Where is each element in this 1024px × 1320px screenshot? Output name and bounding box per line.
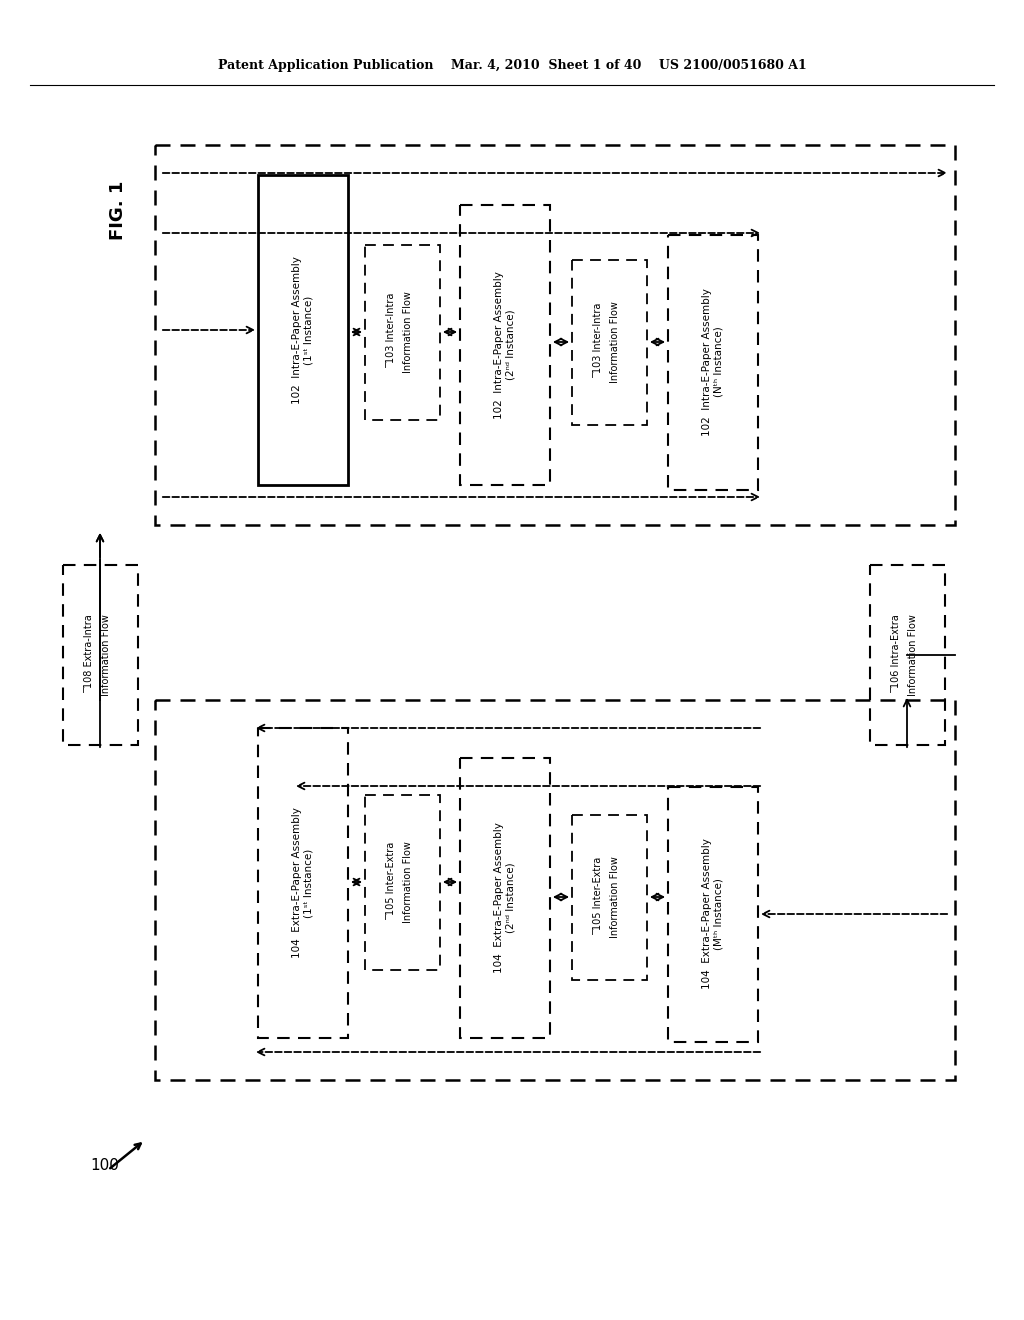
Bar xyxy=(668,787,758,1041)
Bar xyxy=(155,145,955,525)
Bar xyxy=(365,246,440,420)
Bar xyxy=(258,176,348,484)
Bar xyxy=(63,565,138,744)
Bar xyxy=(365,795,440,970)
Bar xyxy=(258,729,348,1038)
Text: ̅105 Inter-Extra
Information Flow: ̅105 Inter-Extra Information Flow xyxy=(391,841,413,923)
Text: FIG. 1: FIG. 1 xyxy=(109,181,127,240)
Bar xyxy=(460,758,550,1038)
Text: ̅103 Inter-Intra
Information Flow: ̅103 Inter-Intra Information Flow xyxy=(391,292,413,374)
Text: 102  Intra-E-Paper Assembly
(Nᵗʰ Instance): 102 Intra-E-Paper Assembly (Nᵗʰ Instance… xyxy=(702,288,724,436)
Text: 102  Intra-E-Paper Assembly
(2ⁿᵈ Instance): 102 Intra-E-Paper Assembly (2ⁿᵈ Instance… xyxy=(495,271,516,418)
Bar xyxy=(460,205,550,484)
Text: 100: 100 xyxy=(90,1158,120,1172)
Text: 104  Extra-E-Paper Assembly
(2ⁿᵈ Instance): 104 Extra-E-Paper Assembly (2ⁿᵈ Instance… xyxy=(495,822,516,973)
Text: ̅108 Extra-Intra
Information Flow: ̅108 Extra-Intra Information Flow xyxy=(89,614,111,696)
Bar xyxy=(572,260,647,425)
Text: 104  Extra-E-Paper Assembly
(Mᵗʰ Instance): 104 Extra-E-Paper Assembly (Mᵗʰ Instance… xyxy=(702,838,724,990)
Text: 104  Extra-E-Paper Assembly
(1ˢᵗ Instance): 104 Extra-E-Paper Assembly (1ˢᵗ Instance… xyxy=(292,808,313,958)
Bar xyxy=(572,814,647,979)
Bar xyxy=(155,700,955,1080)
Bar xyxy=(870,565,945,744)
Text: ̅106 Intra-Extra
Information Flow: ̅106 Intra-Extra Information Flow xyxy=(896,614,918,696)
Bar xyxy=(668,235,758,490)
Text: 102  Intra-E-Paper Assembly
(1ˢᵗ Instance): 102 Intra-E-Paper Assembly (1ˢᵗ Instance… xyxy=(292,256,313,404)
Text: ̅105 Inter-Extra
Information Flow: ̅105 Inter-Extra Information Flow xyxy=(598,857,620,939)
Text: Patent Application Publication    Mar. 4, 2010  Sheet 1 of 40    US 2100/0051680: Patent Application Publication Mar. 4, 2… xyxy=(218,58,806,71)
Text: ̅103 Inter-Intra
Information Flow: ̅103 Inter-Intra Information Flow xyxy=(598,301,620,383)
